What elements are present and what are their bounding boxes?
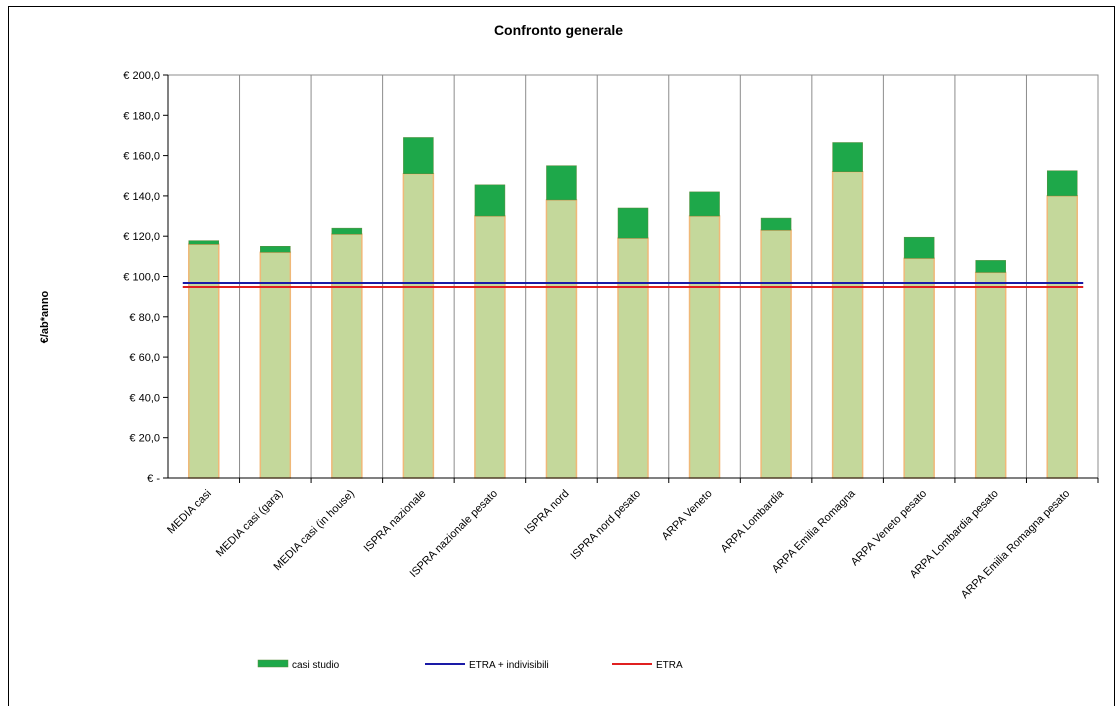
bar-base — [474, 215, 506, 479]
bar-base — [974, 271, 1007, 479]
x-tick-label: ARPA Veneto — [660, 488, 715, 543]
bar-base — [1046, 195, 1078, 479]
y-tick-label: € 60,0 — [129, 352, 160, 364]
y-tick-label: € 200,0 — [123, 70, 160, 82]
x-tick-label: ISPRA nord pesato — [568, 488, 643, 563]
bar-base — [545, 199, 578, 479]
legend-label: ETRA — [656, 660, 683, 671]
bar-base — [188, 243, 220, 479]
y-tick-label: € - — [147, 473, 160, 485]
bar-base — [331, 233, 363, 479]
bar-base — [617, 237, 649, 479]
bar-casi-studio — [403, 137, 434, 174]
y-tick-label: € 20,0 — [129, 433, 160, 445]
x-tick-label: ARPA Lombardia — [719, 487, 787, 555]
bar-casi-studio — [260, 246, 291, 253]
legend-swatch-bar — [257, 659, 289, 668]
y-tick-label: € 160,0 — [123, 151, 160, 163]
bar-base — [402, 172, 435, 479]
bar-base — [688, 215, 721, 479]
chart-title: Confronto generale — [493, 22, 624, 38]
bar-casi-studio — [760, 217, 792, 231]
bar-casi-studio — [546, 165, 577, 201]
y-tick-label: € 80,0 — [129, 312, 160, 324]
bar-casi-studio — [975, 260, 1006, 273]
bar-base — [760, 229, 792, 479]
bar-casi-studio — [689, 191, 720, 217]
x-tick-label: MEDIA casi — [165, 488, 214, 537]
y-tick-label: € 180,0 — [123, 110, 160, 122]
x-tick-label: ISPRA nazionale — [362, 488, 429, 555]
bar-casi-studio — [331, 227, 363, 235]
x-tick-label: ISPRA nord — [522, 488, 571, 537]
bar-casi-studio — [1046, 170, 1078, 197]
x-tick-label: MEDIA casi (gara) — [214, 488, 286, 560]
bar-casi-studio — [188, 240, 220, 245]
bar-base — [903, 257, 935, 479]
bar-casi-studio — [832, 142, 863, 172]
legend-label: casi studio — [292, 660, 340, 671]
y-tick-label: € 40,0 — [129, 392, 160, 404]
y-tick-label: € 120,0 — [123, 231, 160, 243]
bar-casi-studio — [903, 236, 935, 259]
x-tick-label: ARPA Veneto pesato — [849, 488, 930, 569]
bar-base — [831, 170, 864, 479]
bar-casi-studio — [617, 207, 649, 239]
y-tick-label: € 140,0 — [123, 191, 160, 203]
x-tick-label: MEDIA casi (in house) — [272, 488, 357, 573]
y-tick-label: € 100,0 — [123, 272, 160, 284]
bar-casi-studio — [474, 184, 506, 217]
legend-label: ETRA + indivisibili — [469, 660, 549, 671]
x-tick-label: ARPA Emilia Romagna — [770, 487, 859, 576]
